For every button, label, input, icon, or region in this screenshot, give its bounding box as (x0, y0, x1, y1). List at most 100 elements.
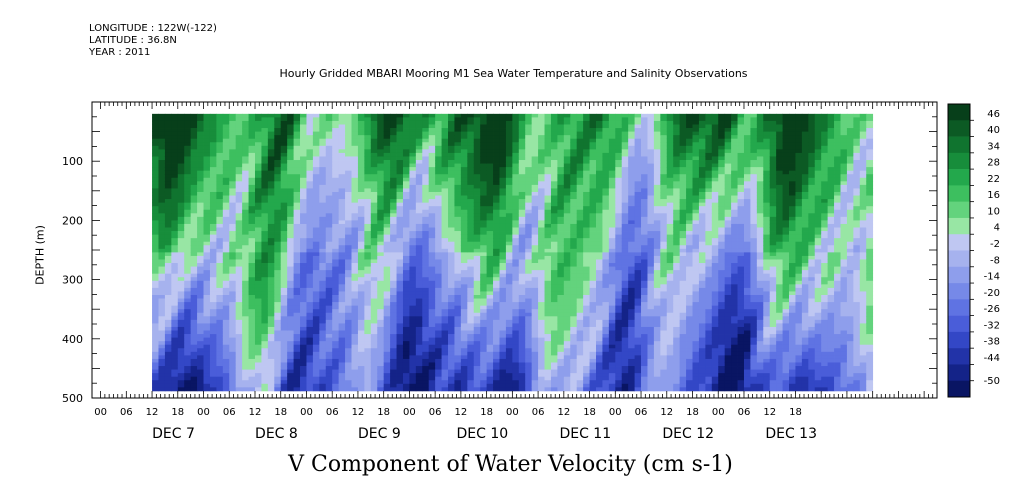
heatmap-cell (197, 316, 204, 321)
heatmap-cell (177, 135, 185, 140)
heatmap-cell (473, 383, 481, 388)
heatmap-cell (177, 231, 185, 236)
heatmap-cell (254, 348, 262, 353)
heatmap-cell (332, 351, 340, 356)
heatmap-cell (448, 266, 455, 271)
heatmap-cell (525, 245, 533, 250)
heatmap-cell (274, 362, 282, 367)
heatmap-cell (531, 334, 539, 339)
heatmap-cell (357, 223, 365, 228)
heatmap-cell (435, 263, 442, 267)
heatmap-cell (557, 366, 565, 370)
heatmap-cell (293, 160, 301, 164)
heatmap-cell (197, 131, 204, 136)
heatmap-cell (505, 323, 513, 328)
heatmap-cell (197, 174, 204, 179)
heatmap-cell (242, 135, 249, 140)
heatmap-cell (428, 220, 436, 225)
heatmap-cell (338, 238, 346, 243)
heatmap-cell (525, 344, 533, 349)
heatmap-cell (152, 319, 159, 324)
heatmap-cell (383, 213, 391, 218)
heatmap-cell (486, 287, 494, 292)
heatmap-cell (370, 117, 378, 122)
heatmap-cell (216, 369, 224, 374)
heatmap-cell (197, 156, 204, 161)
heatmap-cell (177, 287, 185, 292)
heatmap-cell (229, 316, 237, 321)
heatmap-cell (222, 120, 230, 125)
heatmap-cell (370, 160, 378, 164)
heatmap-cell (242, 206, 249, 211)
heatmap-cell (428, 120, 436, 125)
heatmap-cell (415, 280, 423, 285)
heatmap-cell (448, 209, 455, 214)
heatmap-cell (216, 273, 224, 278)
heatmap-cell (325, 316, 333, 321)
heatmap-cell (164, 145, 172, 150)
heatmap-cell (435, 170, 442, 175)
heatmap-cell (396, 245, 404, 250)
heatmap-cell (505, 348, 513, 353)
heatmap-cell (203, 263, 211, 267)
heatmap-cell (390, 206, 397, 211)
heatmap-cell (345, 348, 352, 353)
heatmap-cell (171, 383, 179, 388)
heatmap-cell (300, 383, 307, 388)
heatmap-cell (512, 241, 520, 246)
heatmap-cell (460, 149, 468, 154)
heatmap-cell (267, 326, 275, 331)
heatmap-cell (254, 341, 262, 346)
heatmap-cell (512, 348, 520, 353)
heatmap-cell (383, 351, 391, 356)
heatmap-cell (171, 163, 179, 168)
heatmap-cell (325, 152, 333, 157)
heatmap-cell (557, 191, 565, 196)
heatmap-cell (177, 113, 185, 118)
heatmap-cell (312, 160, 320, 164)
heatmap-cell (441, 270, 449, 275)
heatmap-cell (235, 259, 243, 264)
heatmap-cell (338, 334, 346, 339)
heatmap-cell (242, 330, 249, 335)
heatmap-cell (480, 302, 488, 307)
heatmap-cell (300, 263, 307, 267)
heatmap-cell (280, 252, 288, 257)
heatmap-cell (370, 184, 378, 189)
heatmap-cell (312, 223, 320, 228)
heatmap-cell (544, 163, 552, 168)
heatmap-cell (428, 181, 436, 186)
heatmap-cell (473, 277, 481, 282)
heatmap-cell (377, 142, 385, 147)
heatmap-cell (428, 351, 436, 356)
heatmap-cell (312, 117, 320, 122)
heatmap-cell (261, 341, 269, 346)
heatmap-cell (428, 319, 436, 324)
heatmap-cell (319, 362, 327, 367)
heatmap-cell (531, 298, 539, 303)
heatmap-cell (538, 223, 545, 228)
heatmap-cell (454, 337, 462, 342)
heatmap-cell (338, 298, 346, 303)
heatmap-cell (242, 227, 249, 232)
heatmap-cell (287, 266, 294, 271)
heatmap-cell (203, 206, 211, 211)
heatmap-cell (197, 369, 204, 374)
heatmap-cell (396, 241, 404, 246)
heatmap-cell (235, 280, 243, 285)
heatmap-cell (287, 373, 294, 378)
heatmap-cell (293, 128, 301, 132)
heatmap-cell (319, 355, 327, 360)
heatmap-cell (383, 128, 391, 132)
heatmap-cell (364, 287, 372, 292)
heatmap-cell (229, 277, 237, 282)
heatmap-cell (486, 238, 494, 243)
heatmap-cell (486, 255, 494, 260)
heatmap-cell (216, 326, 224, 331)
heatmap-cell (338, 277, 346, 282)
heatmap-cell (184, 294, 192, 299)
heatmap-cell (229, 287, 237, 292)
heatmap-cell (229, 319, 237, 324)
heatmap-cell (531, 145, 539, 150)
heatmap-cell (332, 188, 340, 193)
